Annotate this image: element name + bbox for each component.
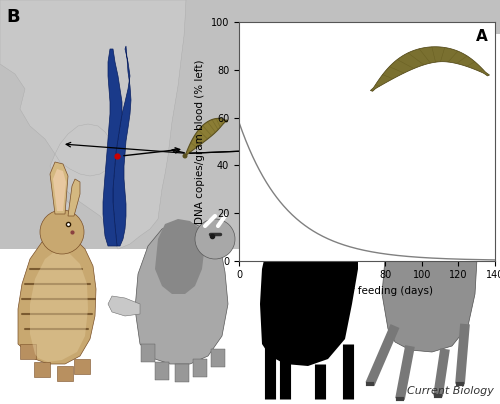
Polygon shape (260, 202, 358, 366)
Polygon shape (211, 349, 225, 367)
Polygon shape (60, 199, 75, 249)
Polygon shape (155, 219, 205, 294)
Polygon shape (420, 114, 432, 136)
Circle shape (225, 120, 228, 122)
Point (272, 226, 280, 233)
Polygon shape (193, 359, 207, 377)
Point (275, 248, 283, 254)
Point (290, 255, 298, 261)
Polygon shape (20, 344, 36, 359)
Point (336, 257, 344, 264)
Point (235, 245, 243, 252)
Point (299, 257, 307, 264)
Point (277, 198, 285, 204)
Polygon shape (382, 212, 477, 352)
Polygon shape (0, 0, 186, 249)
Polygon shape (113, 46, 131, 246)
Text: B: B (6, 8, 20, 26)
Circle shape (182, 154, 188, 158)
Point (235, 148, 243, 154)
Point (235, 19, 243, 25)
Polygon shape (53, 169, 66, 211)
Point (272, 226, 280, 233)
Polygon shape (68, 179, 80, 216)
Y-axis label: DNA copies/gram blood (% left): DNA copies/gram blood (% left) (196, 59, 205, 224)
Point (491, 257, 499, 264)
Polygon shape (370, 47, 490, 91)
Point (418, 257, 426, 264)
Point (472, 255, 480, 261)
Point (464, 257, 471, 264)
Polygon shape (135, 222, 228, 364)
Polygon shape (155, 362, 169, 380)
Point (250, 169, 258, 176)
Point (454, 243, 462, 250)
Polygon shape (30, 249, 88, 362)
Circle shape (40, 210, 84, 254)
Point (400, 255, 407, 261)
Polygon shape (103, 49, 122, 246)
Point (235, 138, 243, 145)
Point (382, 245, 390, 252)
Bar (0, 0, 500, 34)
Polygon shape (394, 132, 433, 176)
Polygon shape (74, 359, 90, 374)
Polygon shape (18, 232, 96, 364)
Polygon shape (55, 124, 113, 176)
Polygon shape (50, 162, 68, 214)
Point (318, 255, 326, 261)
Polygon shape (108, 296, 140, 316)
Polygon shape (262, 194, 290, 219)
Point (344, 255, 352, 261)
Point (436, 257, 444, 264)
Polygon shape (175, 364, 189, 382)
Polygon shape (34, 362, 50, 377)
Polygon shape (57, 366, 73, 381)
Point (408, 207, 416, 214)
Text: A: A (476, 29, 488, 44)
Polygon shape (255, 162, 295, 219)
Bar (0, 0, 245, 249)
Circle shape (195, 219, 235, 259)
Point (308, 252, 316, 259)
Polygon shape (398, 164, 435, 219)
Point (390, 255, 398, 261)
Point (280, 210, 288, 216)
Text: Current Biology: Current Biology (407, 386, 494, 396)
Point (482, 257, 490, 264)
Point (275, 224, 283, 230)
Point (363, 257, 371, 264)
Polygon shape (184, 118, 226, 156)
Point (244, 79, 252, 85)
Polygon shape (141, 344, 155, 362)
X-axis label: Time after feeding (days): Time after feeding (days) (301, 286, 433, 296)
